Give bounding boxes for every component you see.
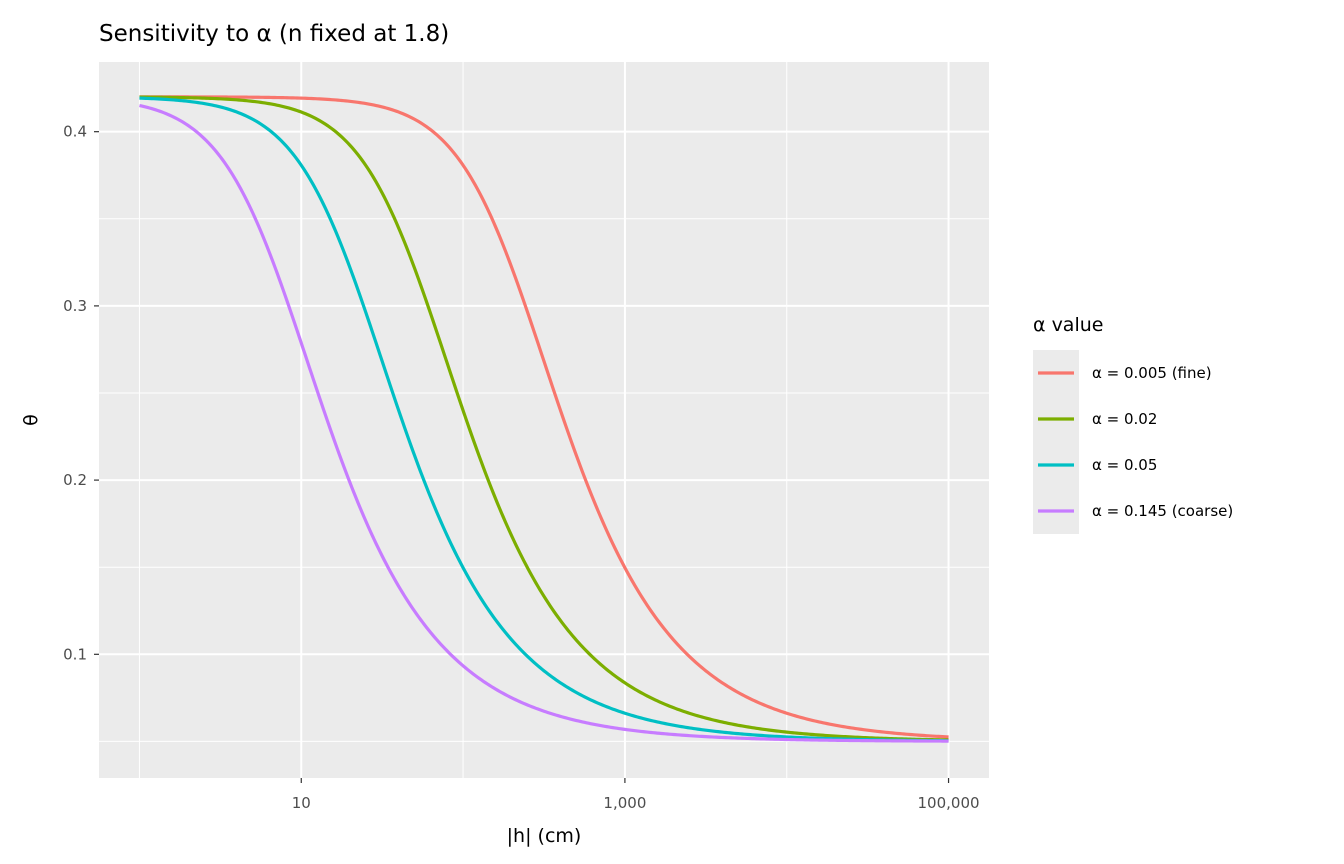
legend-label: α = 0.005 (fine) <box>1092 364 1212 382</box>
series-lines <box>139 95 949 743</box>
legend-label: α = 0.02 <box>1092 410 1157 428</box>
series-line <box>139 95 949 739</box>
y-axis-title: θ <box>20 414 42 426</box>
x-tick-label: 10 <box>292 794 311 812</box>
y-tick-label: 0.3 <box>63 297 87 315</box>
legend-label: α = 0.145 (coarse) <box>1092 502 1233 520</box>
legend-key-background <box>1033 350 1079 534</box>
x-tick-label: 1,000 <box>603 794 646 812</box>
legend: α value α = 0.005 (fine) α = 0.02 α = 0.05… <box>1033 314 1233 534</box>
series-line <box>139 95 949 742</box>
plot-panel <box>99 62 989 778</box>
series-line <box>139 103 949 743</box>
x-tick-label: 100,000 <box>918 794 980 812</box>
y-axis: 0.1 0.2 0.3 0.4 <box>63 123 99 663</box>
y-tick-label: 0.1 <box>63 645 87 663</box>
legend-label: α = 0.05 <box>1092 456 1157 474</box>
chart-title: Sensitivity to α (n fixed at 1.8) <box>99 21 449 47</box>
y-tick-label: 0.4 <box>63 123 87 141</box>
x-axis-title: |h| (cm) <box>507 825 582 847</box>
series-line <box>139 96 949 743</box>
x-axis: 10 1,000 100,000 <box>292 778 980 812</box>
gridlines <box>99 62 989 778</box>
legend-title: α value <box>1033 314 1103 336</box>
y-tick-label: 0.2 <box>63 471 87 489</box>
